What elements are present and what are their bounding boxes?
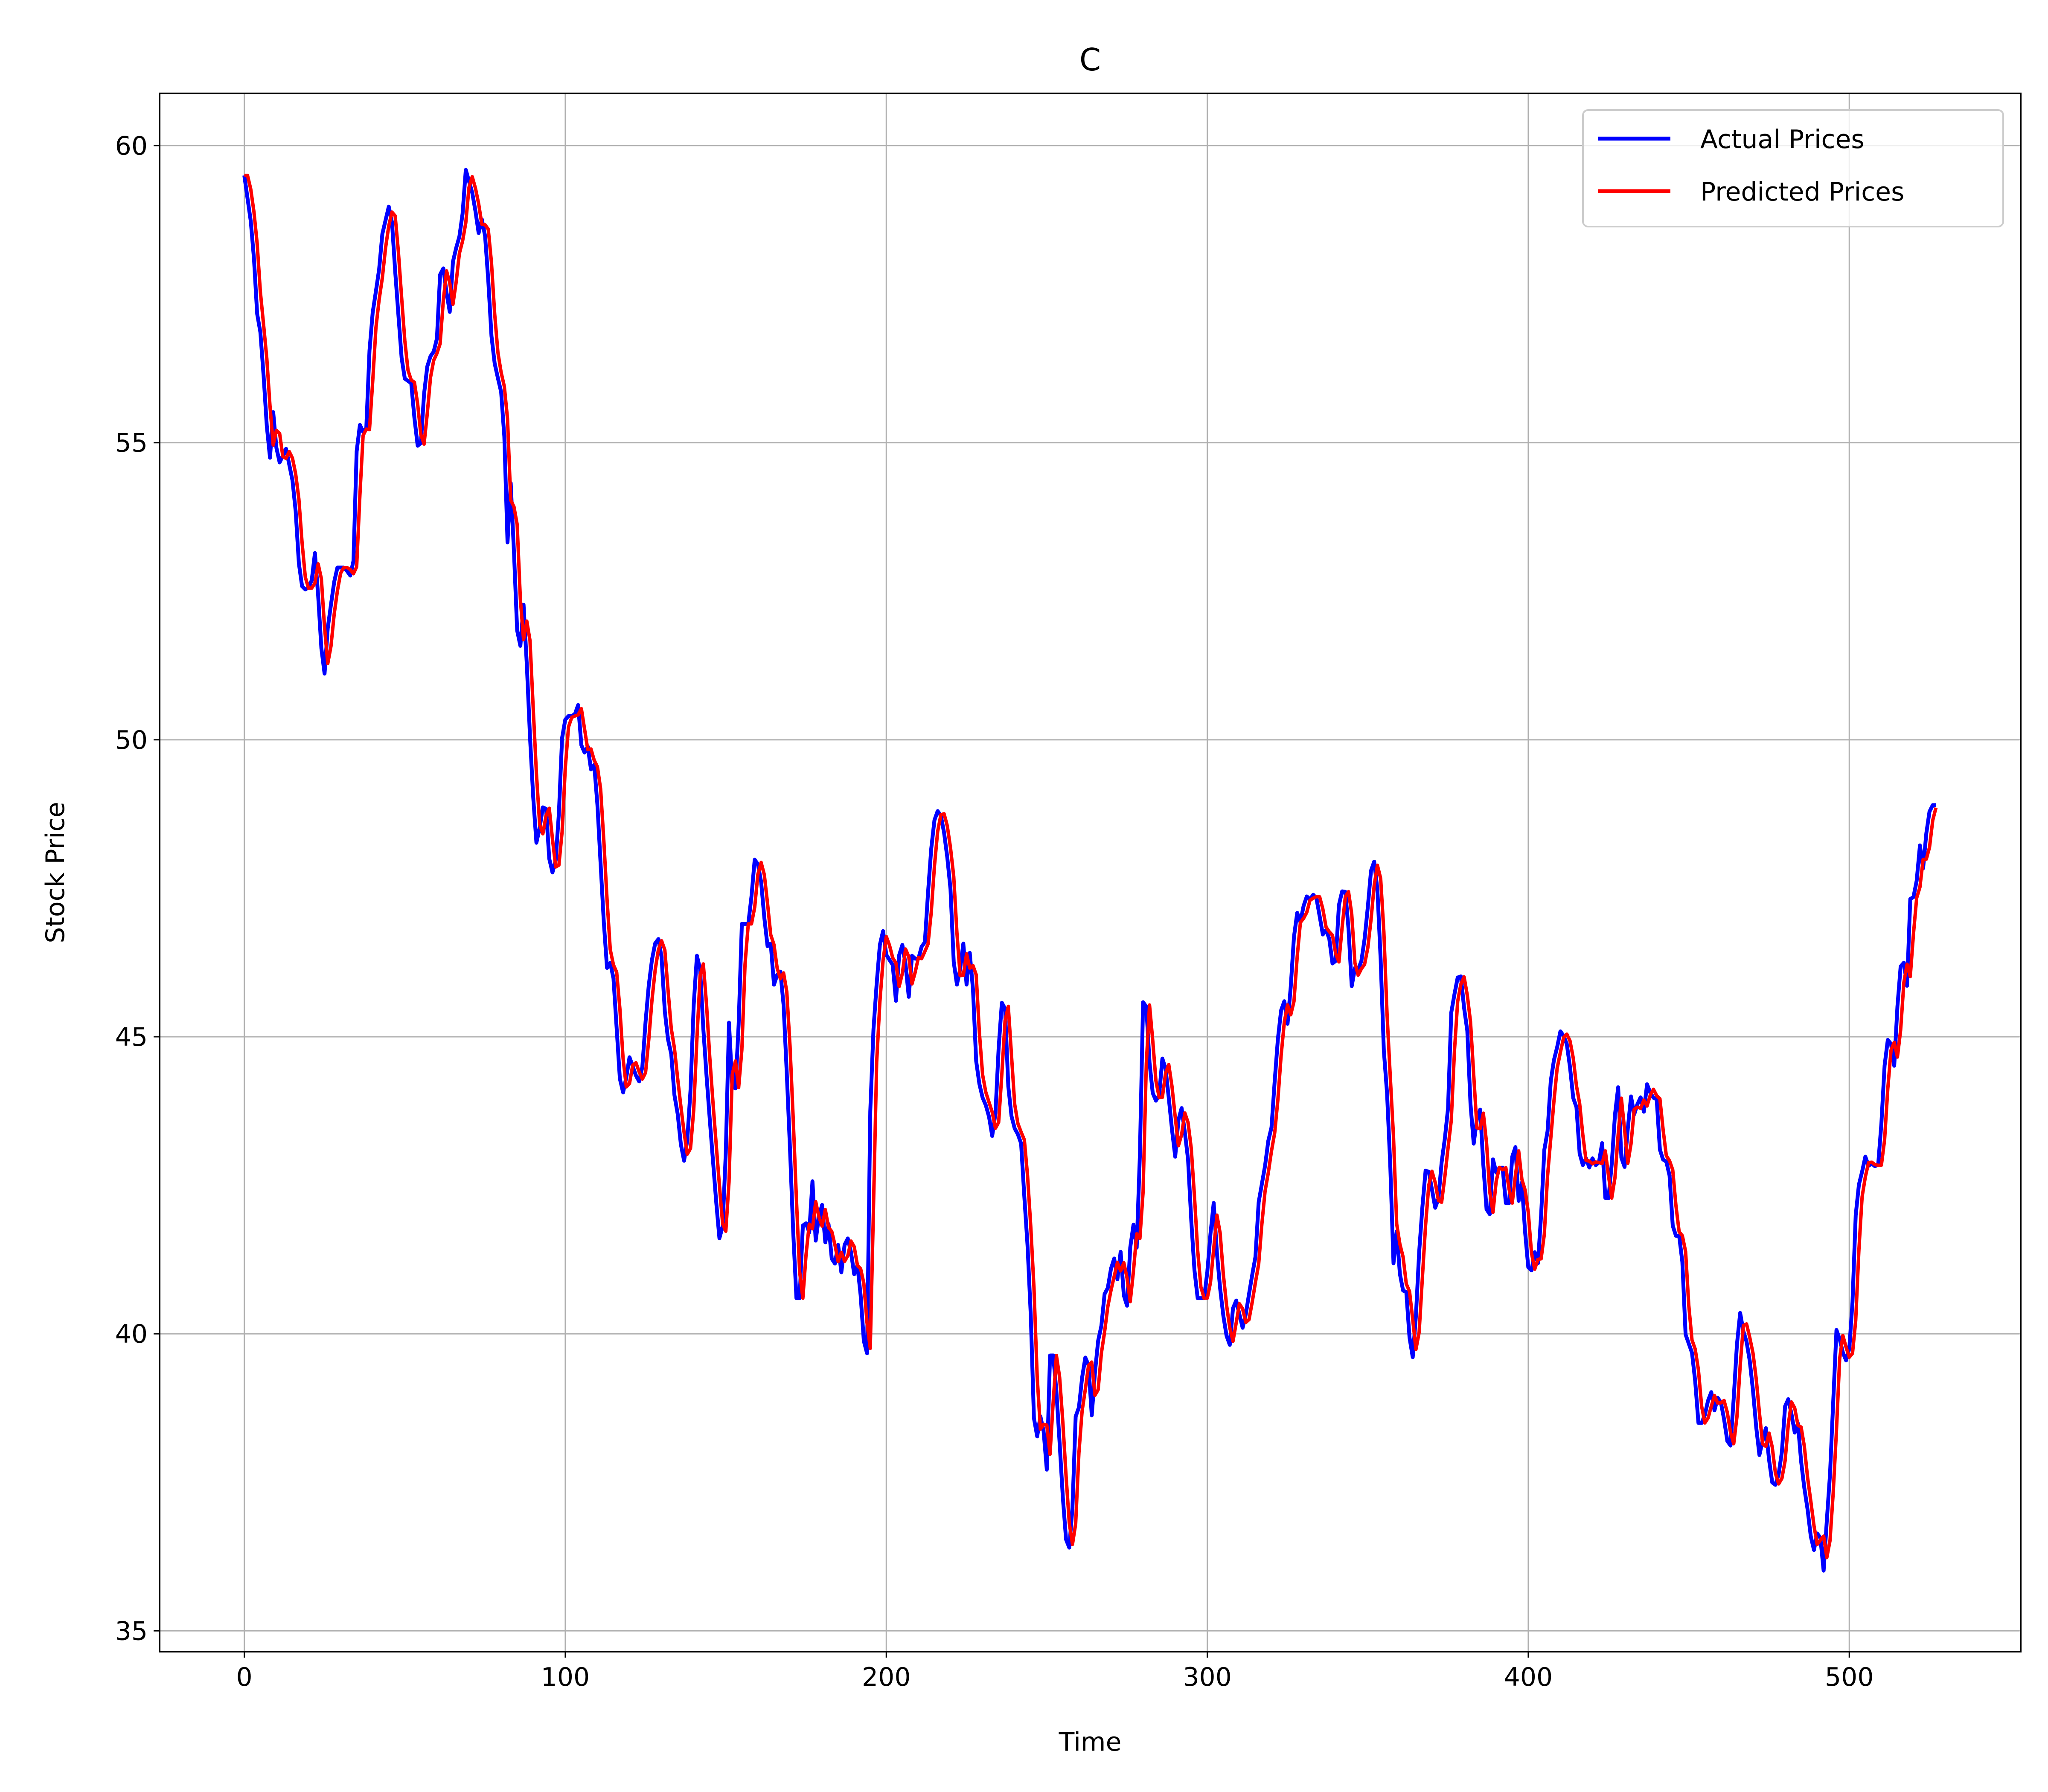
series-predicted-prices — [244, 174, 1938, 1559]
x-tick-label: 200 — [862, 1662, 911, 1692]
y-tick-label: 60 — [115, 131, 148, 161]
chart-title: C — [1079, 42, 1101, 78]
series-layer — [242, 168, 1938, 1573]
grid — [160, 93, 2021, 1652]
series-actual-prices — [242, 168, 1936, 1573]
x-tick-label: 300 — [1183, 1662, 1232, 1692]
y-axis-label: Stock Price — [41, 802, 70, 943]
x-tick-label: 100 — [541, 1662, 590, 1692]
y-tick-label: 35 — [115, 1616, 148, 1646]
legend-box — [1582, 109, 2004, 227]
y-tick-label: 50 — [115, 725, 148, 755]
y-axis: 35 40 45 50 55 60 — [115, 131, 160, 1646]
x-tick-label: 500 — [1825, 1662, 1874, 1692]
plot-frame — [159, 93, 2022, 1652]
legend-label-actual: Actual Prices — [1700, 125, 1865, 154]
y-tick-label: 40 — [115, 1319, 148, 1349]
x-axis-label: Time — [1059, 1727, 1122, 1757]
legend-label-predicted: Predicted Prices — [1700, 177, 1904, 207]
legend: Actual Prices Predicted Prices — [1582, 109, 2004, 227]
x-tick-label: 0 — [236, 1662, 253, 1692]
x-axis: 0 100 200 300 400 500 — [236, 1652, 1874, 1692]
y-tick-label: 45 — [115, 1022, 148, 1052]
x-tick-label: 400 — [1504, 1662, 1553, 1692]
y-tick-label: 55 — [115, 428, 148, 458]
